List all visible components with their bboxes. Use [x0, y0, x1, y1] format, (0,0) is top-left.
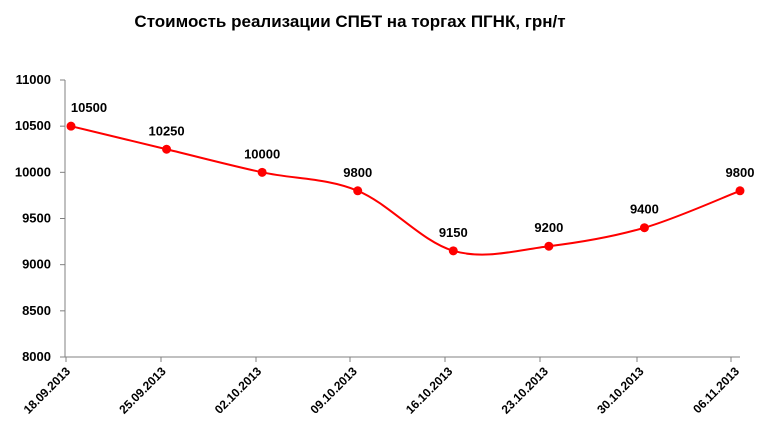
- y-tick-label: 8000: [22, 349, 51, 364]
- x-tick-label: 23.10.2013: [499, 364, 552, 417]
- data-point: [66, 121, 76, 131]
- series-line: [70, 125, 741, 256]
- y-tick-label: 10000: [15, 164, 51, 179]
- y-tick-label: 9000: [22, 257, 51, 272]
- chart-title: Стоимость реализации СПБТ на торгах ПГНК…: [134, 12, 566, 31]
- x-tick-label: 25.09.2013: [116, 364, 169, 417]
- data-labels: 10500 10250 10000 9800 9150 9200 9400 9800: [71, 100, 755, 240]
- x-tick-label: 16.10.2013: [403, 364, 456, 417]
- x-axis: 18.09.2013 25.09.2013 02.10.2013 09.10.2013…: [21, 356, 742, 417]
- data-label: 9200: [534, 220, 563, 235]
- series: [66, 121, 745, 256]
- y-tick-label: 11000: [16, 72, 51, 87]
- data-label: 10250: [148, 123, 184, 138]
- data-label: 9400: [630, 202, 659, 217]
- x-tick-label: 02.10.2013: [212, 364, 265, 417]
- x-tick-label: 30.10.2013: [594, 364, 647, 417]
- data-point: [639, 223, 649, 233]
- data-label: 9800: [726, 165, 755, 180]
- data-point: [257, 167, 267, 177]
- data-point: [448, 246, 458, 256]
- y-tick-label: 8500: [22, 303, 51, 318]
- data-label: 10500: [71, 100, 107, 115]
- data-point: [353, 186, 363, 196]
- data-label: 10000: [244, 146, 280, 161]
- y-tick-label: 10500: [15, 118, 51, 133]
- data-point: [162, 144, 172, 154]
- data-label: 9800: [343, 165, 372, 180]
- y-tick-label: 9500: [22, 211, 51, 226]
- data-label: 9150: [439, 225, 468, 240]
- data-point: [544, 241, 554, 251]
- data-point: [735, 186, 745, 196]
- x-tick-label: 09.10.2013: [307, 364, 360, 417]
- y-axis: 8000 8500 9000 9500 10000 10500 11000: [15, 72, 66, 364]
- x-tick-label: 06.11.2013: [690, 364, 742, 416]
- x-tick-label: 18.09.2013: [21, 364, 74, 417]
